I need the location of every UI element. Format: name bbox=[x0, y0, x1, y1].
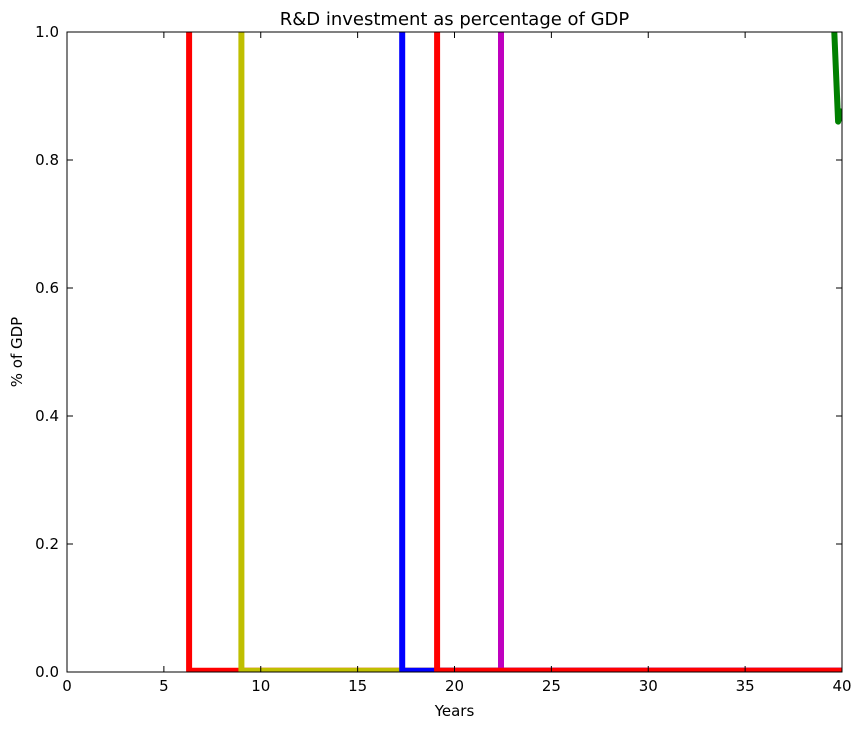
x-tick-label: 0 bbox=[62, 677, 72, 695]
x-tick-label: 35 bbox=[736, 677, 755, 695]
y-tick-label: 0.0 bbox=[35, 663, 59, 681]
ticks-layer: 0 5 10 15 20 25 30 35 40 0.0 0.2 0.4 0.6 0.8 1.0 bbox=[35, 23, 851, 695]
x-tick-label: 10 bbox=[251, 677, 270, 695]
y-tick-label: 0.6 bbox=[35, 279, 59, 297]
y-tick-label: 1.0 bbox=[35, 23, 59, 41]
x-tick-label: 5 bbox=[159, 677, 169, 695]
x-tick-label: 20 bbox=[445, 677, 464, 695]
y-axis-label: % of GDP bbox=[8, 317, 26, 387]
x-tick-label: 40 bbox=[832, 677, 851, 695]
chart-title: R&D investment as percentage of GDP bbox=[280, 9, 630, 30]
x-tick-label: 15 bbox=[348, 677, 367, 695]
y-tick-label: 0.4 bbox=[35, 407, 59, 425]
series-layer bbox=[186, 32, 842, 672]
x-tick-label: 30 bbox=[639, 677, 658, 695]
y-tick-label: 0.8 bbox=[35, 151, 59, 169]
series-line-5 bbox=[434, 32, 842, 672]
x-tick-label: 25 bbox=[542, 677, 561, 695]
x-axis-label: Years bbox=[434, 702, 475, 720]
series-line-6 bbox=[831, 32, 842, 125]
y-tick-label: 0.2 bbox=[35, 535, 59, 553]
plot-background bbox=[67, 32, 842, 672]
